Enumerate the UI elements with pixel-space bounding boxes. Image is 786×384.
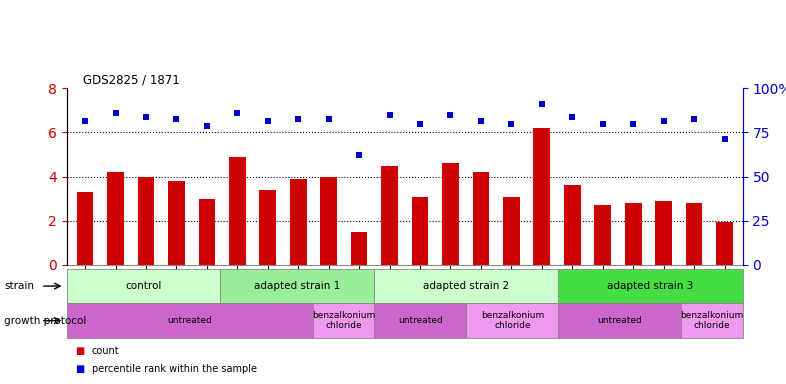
- Point: [353, 152, 365, 158]
- Point: [140, 114, 152, 120]
- Point: [200, 123, 213, 129]
- Point: [413, 121, 426, 127]
- Text: GDS2825 / 1871: GDS2825 / 1871: [83, 73, 179, 86]
- Bar: [716, 222, 733, 265]
- Text: control: control: [126, 281, 162, 291]
- Point: [718, 136, 731, 142]
- Bar: [321, 177, 337, 265]
- Bar: [681, 303, 743, 338]
- Bar: [67, 303, 313, 338]
- Bar: [466, 303, 558, 338]
- Bar: [138, 177, 154, 265]
- Point: [627, 121, 640, 127]
- Bar: [199, 199, 215, 265]
- Text: untreated: untreated: [597, 316, 642, 325]
- Text: benzalkonium
chloride: benzalkonium chloride: [312, 311, 375, 330]
- Text: untreated: untreated: [167, 316, 212, 325]
- Bar: [77, 192, 94, 265]
- Bar: [313, 303, 374, 338]
- Bar: [374, 269, 558, 303]
- Bar: [374, 303, 466, 338]
- Point: [292, 116, 304, 122]
- Point: [505, 121, 518, 127]
- Bar: [351, 232, 368, 265]
- Bar: [67, 269, 220, 303]
- Text: benzalkonium
chloride: benzalkonium chloride: [481, 311, 544, 330]
- Text: count: count: [92, 346, 119, 356]
- Bar: [290, 179, 307, 265]
- Point: [262, 118, 274, 124]
- Point: [535, 101, 548, 107]
- Point: [231, 109, 244, 116]
- Bar: [656, 201, 672, 265]
- Bar: [412, 197, 428, 265]
- Point: [688, 116, 700, 122]
- Bar: [503, 197, 520, 265]
- Text: ■: ■: [75, 364, 84, 374]
- Bar: [685, 203, 703, 265]
- Text: growth protocol: growth protocol: [4, 316, 86, 326]
- Point: [444, 112, 457, 118]
- Point: [79, 118, 91, 124]
- Bar: [564, 185, 581, 265]
- Text: ■: ■: [75, 346, 84, 356]
- Bar: [472, 172, 489, 265]
- Text: benzalkonium
chloride: benzalkonium chloride: [681, 311, 744, 330]
- Bar: [229, 157, 246, 265]
- Bar: [220, 269, 374, 303]
- Text: adapted strain 2: adapted strain 2: [423, 281, 509, 291]
- Point: [322, 116, 335, 122]
- Bar: [558, 303, 681, 338]
- Text: strain: strain: [4, 281, 34, 291]
- Bar: [558, 269, 743, 303]
- Bar: [534, 128, 550, 265]
- Point: [657, 118, 670, 124]
- Point: [597, 121, 609, 127]
- Bar: [594, 205, 611, 265]
- Text: untreated: untreated: [398, 316, 443, 325]
- Text: adapted strain 3: adapted strain 3: [608, 281, 694, 291]
- Bar: [259, 190, 276, 265]
- Bar: [625, 203, 641, 265]
- Point: [109, 109, 122, 116]
- Bar: [442, 164, 459, 265]
- Point: [170, 116, 182, 122]
- Point: [475, 118, 487, 124]
- Point: [566, 114, 578, 120]
- Bar: [168, 181, 185, 265]
- Point: [384, 112, 396, 118]
- Bar: [107, 172, 124, 265]
- Bar: [381, 166, 398, 265]
- Text: percentile rank within the sample: percentile rank within the sample: [92, 364, 257, 374]
- Text: adapted strain 1: adapted strain 1: [254, 281, 340, 291]
